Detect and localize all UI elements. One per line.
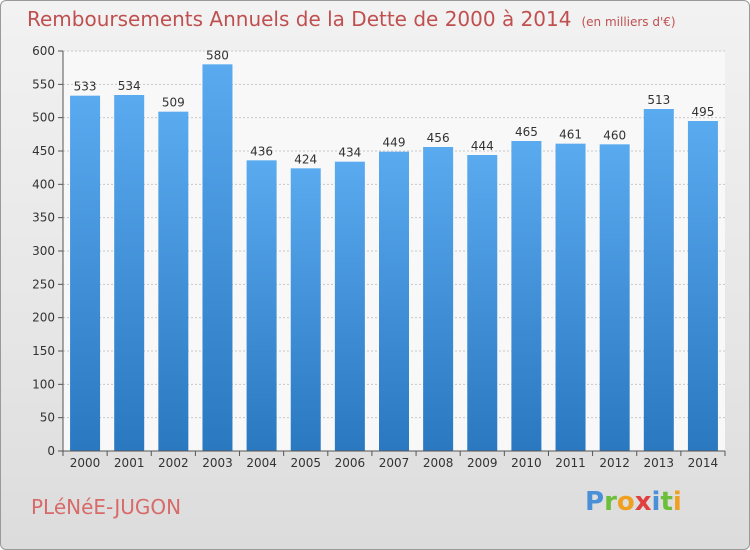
x-tick-label: 2009	[467, 456, 498, 470]
x-tick-label: 2003	[202, 456, 233, 470]
data-label: 513	[647, 93, 670, 107]
chart-title: Remboursements Annuels de la Dette de 20…	[27, 7, 676, 31]
y-tick-label: 600	[32, 44, 55, 58]
x-tick-label: 2014	[688, 456, 719, 470]
bar-2000	[70, 95, 101, 452]
data-label: 495	[691, 105, 714, 119]
bar-2013	[643, 109, 674, 451]
bar-2005	[290, 168, 321, 452]
bar-2004	[246, 160, 277, 452]
data-label: 580	[206, 48, 229, 62]
bar-2012	[599, 144, 630, 452]
bar-2009	[467, 155, 498, 451]
bar-2006	[334, 161, 365, 451]
y-tick-label: 50	[40, 411, 55, 425]
x-tick-label: 2013	[644, 456, 675, 470]
x-tick-label: 2008	[423, 456, 454, 470]
data-label: 534	[118, 79, 141, 93]
logo-letter: t	[660, 487, 673, 517]
data-label: 509	[162, 96, 185, 110]
y-tick-label: 450	[32, 144, 55, 158]
y-tick-label: 400	[32, 177, 55, 191]
bar-2014	[687, 121, 718, 451]
data-label: 456	[427, 131, 450, 145]
logo-letter: x	[634, 487, 652, 517]
data-label: 460	[603, 128, 626, 142]
x-axis: 2000 2001 2002 2003 2004 2005 2006 2007 2008 2009…	[62, 450, 726, 470]
chart-subtitle: (en milliers d'€)	[581, 15, 676, 29]
x-tick-label: 2000	[70, 456, 101, 470]
y-tick-label: 100	[32, 377, 55, 391]
x-tick-label: 2010	[511, 456, 542, 470]
y-tick-label: 500	[32, 111, 55, 125]
x-tick-label: 2006	[335, 456, 366, 470]
chart-title-text: Remboursements Annuels de la Dette de 20…	[27, 7, 572, 31]
x-tick-label: 2001	[114, 456, 145, 470]
bar-2011	[555, 143, 586, 451]
proxiti-logo: Proxiti	[585, 487, 682, 517]
y-tick-label: 300	[32, 244, 55, 258]
data-label: 461	[559, 128, 582, 142]
commune-name: PLéNéE-JUGON	[31, 495, 182, 519]
y-tick-label: 550	[32, 77, 55, 91]
x-tick-label: 2012	[599, 456, 630, 470]
logo-letter: P	[585, 487, 605, 517]
x-tick-label: 2005	[290, 456, 321, 470]
x-tick-label: 2002	[158, 456, 189, 470]
data-label: 465	[515, 125, 538, 139]
x-tick-label: 2004	[246, 456, 277, 470]
bar-2007	[379, 151, 409, 451]
data-label: 434	[338, 146, 361, 160]
bars	[70, 64, 718, 452]
bar-2002	[158, 111, 189, 452]
y-tick-label: 250	[32, 277, 55, 291]
data-label: 436	[250, 144, 273, 158]
data-label: 424	[294, 152, 317, 166]
y-tick-label: 350	[32, 211, 55, 225]
x-tick-label: 2011	[555, 456, 586, 470]
y-tick-label: 0	[47, 444, 55, 458]
x-tick-label: 2007	[379, 456, 410, 470]
y-tick-label: 200	[32, 311, 55, 325]
logo-letter: r	[604, 487, 617, 517]
bar-2008	[423, 147, 454, 451]
logo-letter: i	[672, 487, 682, 517]
bar-2003	[202, 64, 233, 452]
logo-letter: o	[616, 487, 635, 517]
data-label: 444	[471, 139, 494, 153]
data-labels: 533 534 509 580 436 424 434 449 456 444 465 461 460 5…	[74, 48, 715, 166]
bar-2010	[511, 141, 542, 451]
bar-2001	[114, 95, 145, 451]
y-axis: 0 50 100 150 200 250 300 350 400 450 500 550 600	[32, 44, 64, 458]
data-label: 533	[74, 80, 97, 94]
data-label: 449	[383, 136, 406, 150]
logo-letter: i	[651, 487, 661, 517]
y-tick-label: 150	[32, 344, 55, 358]
